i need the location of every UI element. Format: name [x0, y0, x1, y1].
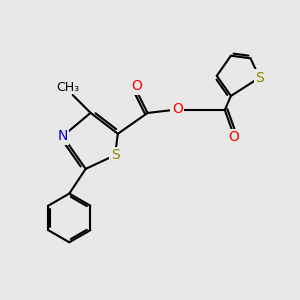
Text: O: O — [132, 79, 142, 93]
Text: O: O — [172, 101, 183, 116]
Text: CH₃: CH₃ — [57, 81, 80, 94]
Text: S: S — [111, 148, 119, 162]
Text: N: N — [58, 129, 68, 143]
Text: S: S — [255, 71, 264, 85]
Text: O: O — [228, 130, 239, 144]
